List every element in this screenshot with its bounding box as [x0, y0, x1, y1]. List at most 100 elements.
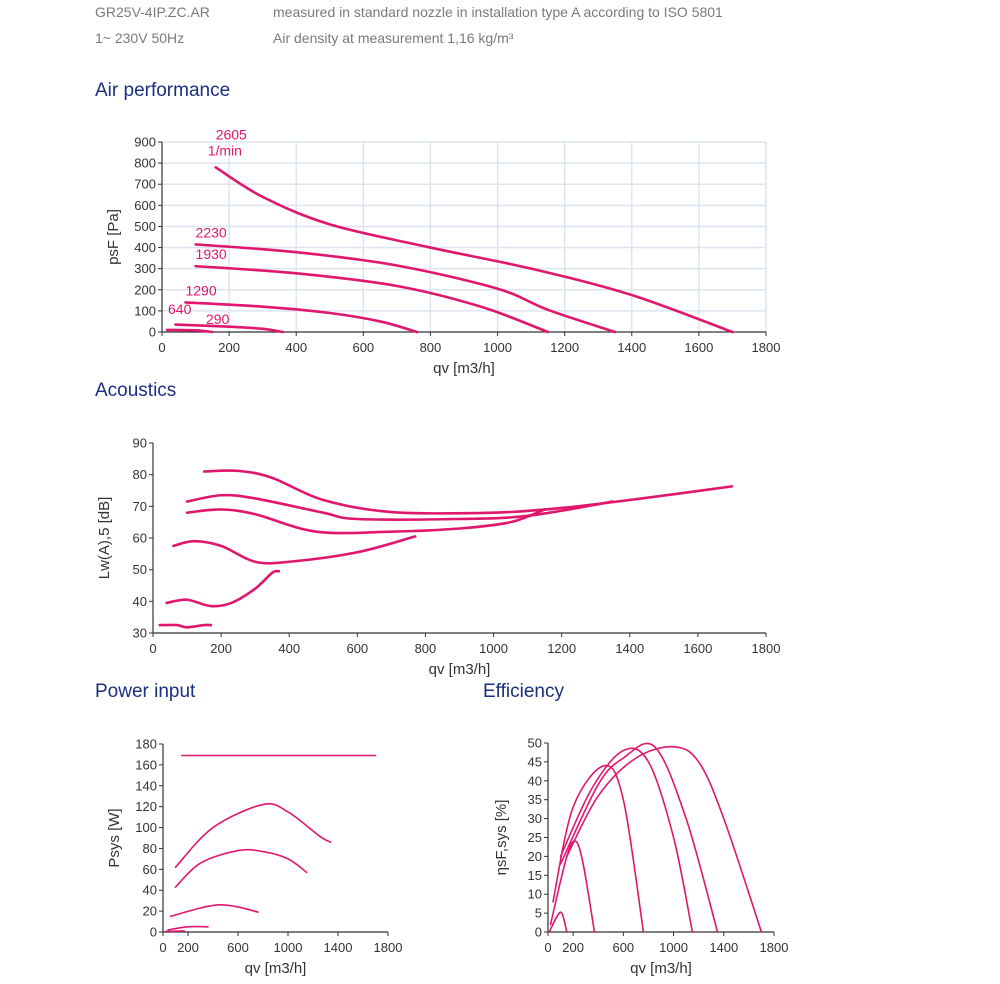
acoustics-y-tick-label: 50	[133, 562, 147, 577]
efficiency-series-640	[549, 840, 596, 933]
efficiency-x-tick-label: 1000	[659, 940, 688, 955]
efficiency-x-axis-label: qv [m3/h]	[630, 960, 692, 977]
efficiency-y-tick-label: 15	[528, 868, 542, 883]
speed-label-2230: 2230	[196, 224, 227, 240]
section-title-acoustics: Acoustics	[95, 380, 177, 401]
efficiency-y-tick-label: 35	[528, 792, 542, 807]
air-x-tick-label: 1400	[617, 340, 646, 355]
air-y-tick-label: 800	[134, 156, 156, 171]
air-x-tick-label: 1200	[550, 340, 579, 355]
air-y-tick-label: 500	[134, 219, 156, 234]
power-y-tick-label: 140	[135, 778, 157, 793]
acoustics-x-tick-label: 800	[415, 641, 437, 656]
efficiency-y-tick-label: 30	[528, 811, 542, 826]
efficiency-series-1930	[559, 747, 694, 933]
acoustics-y-axis-label: Lw(A),5 [dB]	[96, 497, 113, 580]
acoustics-x-tick-label: 400	[278, 641, 300, 656]
power-series-640	[167, 925, 209, 931]
acoustics-y-tick-label: 40	[133, 594, 147, 609]
acoustics-x-tick-label: 1800	[752, 641, 781, 656]
efficiency-series-2605	[566, 745, 763, 933]
efficiency-y-tick-label: 45	[528, 754, 542, 769]
air-x-tick-label: 1000	[483, 340, 512, 355]
acoustics-series-290	[158, 623, 213, 629]
power-x-tick-label: 600	[227, 940, 249, 955]
power-y-tick-label: 60	[143, 862, 157, 877]
air-y-tick-label: 200	[134, 282, 156, 297]
efficiency-series-2230	[559, 742, 719, 933]
efficiency-x-tick-label: 600	[612, 940, 634, 955]
speed-label-640: 640	[168, 301, 192, 317]
section-title-air-performance: Air performance	[95, 80, 231, 101]
air-series-290	[165, 328, 214, 334]
air-y-tick-label: 900	[134, 135, 156, 150]
acoustics-x-axis-label: qv [m3/h]	[429, 661, 491, 678]
air-y-tick-label: 700	[134, 177, 156, 192]
air-series-2605	[214, 166, 734, 334]
acoustics-series-2230	[185, 493, 615, 521]
efficiency-y-tick-label: 40	[528, 773, 542, 788]
efficiency-y-tick-label: 25	[528, 830, 542, 845]
efficiency-x-tick-label: 1800	[760, 940, 789, 955]
efficiency-series-290	[548, 911, 568, 933]
efficiency-y-tick-label: 5	[535, 906, 542, 921]
air-x-tick-label: 1600	[684, 340, 713, 355]
model-name: GR25V-4IP.ZC.AR	[95, 4, 210, 20]
efficiency-x-tick-label: 0	[544, 940, 551, 955]
power-y-tick-label: 160	[135, 757, 157, 772]
acoustics-series-640	[165, 569, 281, 608]
measurement-note: measured in standard nozzle in installat…	[273, 4, 723, 20]
power-x-tick-label: 200	[177, 940, 199, 955]
efficiency-y-tick-label: 0	[535, 925, 542, 940]
power-y-tick-label: 40	[143, 883, 157, 898]
power-series-1930	[174, 848, 308, 888]
air-x-tick-label: 400	[285, 340, 307, 355]
efficiency-y-tick-label: 50	[528, 736, 542, 751]
air-x-tick-label: 600	[352, 340, 374, 355]
acoustics-y-tick-label: 70	[133, 499, 147, 514]
air-x-tick-label: 200	[218, 340, 240, 355]
speed-label-1930: 1930	[196, 246, 227, 262]
efficiency-x-tick-label: 200	[562, 940, 584, 955]
air-y-tick-label: 400	[134, 240, 156, 255]
speed-unit-label: 1/min	[208, 142, 242, 158]
air-y-tick-label: 300	[134, 261, 156, 276]
acoustics-x-tick-label: 0	[149, 641, 156, 656]
power-x-tick-label: 1000	[274, 940, 303, 955]
air-x-axis-label: qv [m3/h]	[433, 360, 495, 377]
acoustics-series-2605	[202, 469, 734, 515]
efficiency-x-tick-label: 1400	[709, 940, 738, 955]
air-series-2230	[194, 243, 617, 334]
acoustics-y-tick-label: 80	[133, 467, 147, 482]
supply-spec: 1~ 230V 50Hz	[95, 30, 185, 46]
power-series-2230	[174, 803, 332, 869]
power-x-axis-label: qv [m3/h]	[245, 960, 307, 977]
section-title-power-input: Power input	[95, 681, 196, 702]
acoustics-x-tick-label: 1600	[683, 641, 712, 656]
acoustics-y-tick-label: 30	[133, 626, 147, 641]
air-y-tick-label: 0	[149, 325, 156, 340]
air-x-tick-label: 1800	[752, 340, 781, 355]
acoustics-y-tick-label: 60	[133, 531, 147, 546]
acoustics-series-1290	[172, 535, 417, 565]
air-y-axis-label: psF [Pa]	[105, 209, 122, 265]
speed-label-1290: 1290	[185, 282, 216, 298]
power-y-tick-label: 100	[135, 820, 157, 835]
power-y-tick-label: 120	[135, 799, 157, 814]
power-y-tick-label: 0	[150, 925, 157, 940]
efficiency-series-1290	[552, 764, 645, 933]
efficiency-y-tick-label: 20	[528, 849, 542, 864]
acoustics-x-tick-label: 1200	[547, 641, 576, 656]
acoustics-x-tick-label: 200	[210, 641, 232, 656]
section-title-efficiency: Efficiency	[483, 681, 564, 702]
acoustics-x-tick-label: 1000	[479, 641, 508, 656]
power-y-tick-label: 180	[135, 737, 157, 752]
power-y-axis-label: Psys [W]	[106, 808, 123, 867]
acoustics-x-tick-label: 600	[346, 641, 368, 656]
acoustics-series-1930	[185, 508, 546, 535]
air-y-tick-label: 600	[134, 198, 156, 213]
speed-label-2605: 2605	[216, 126, 247, 142]
power-y-tick-label: 20	[143, 904, 157, 919]
efficiency-y-tick-label: 10	[528, 887, 542, 902]
